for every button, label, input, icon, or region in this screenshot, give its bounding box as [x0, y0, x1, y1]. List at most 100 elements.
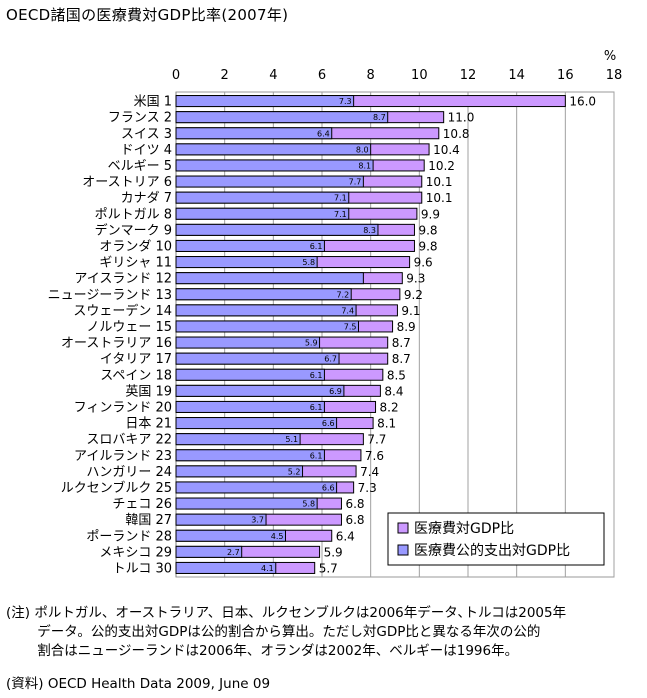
category-label: ドイツ 4: [121, 143, 172, 158]
public-value-label: 5.8: [302, 500, 315, 509]
bar-public: [175, 95, 355, 108]
footnotes: (注) ポルトガル、オーストラリア、日本、ルクセンブルクは2006年データ､トル…: [6, 604, 631, 661]
category-label: アイルランド 23: [74, 449, 172, 464]
category-label: オーストラリア 16: [61, 336, 172, 351]
legend-label: 医療費対GDP比: [414, 520, 514, 537]
category-label: ポーランド 28: [86, 529, 172, 544]
x-tick-label: 12: [460, 68, 477, 83]
public-value-label: 8.3: [363, 226, 376, 235]
bar-chart: 0 2 4 6 8 10 12 14 16 18% 米国 1 7.3 16.0 フランス 2 8.7 11.0…: [48, 49, 623, 578]
total-value-label: 9.2: [404, 288, 423, 302]
total-value-label: 9.3: [406, 272, 425, 286]
bar-public: [175, 400, 325, 413]
total-value-label: 16.0: [569, 95, 596, 109]
public-value-label: 4.5: [271, 532, 284, 541]
bar-public: [175, 159, 374, 172]
category-label: カナダ 7: [121, 191, 172, 206]
bar-public: [175, 207, 350, 220]
x-tick-label: 8: [367, 68, 375, 83]
bar-public: [175, 127, 333, 140]
total-value-label: 7.6: [365, 449, 384, 463]
chart-title: OECD諸国の医療費対GDP比率(2007年): [6, 6, 289, 24]
public-value-label: 7.2: [336, 290, 349, 299]
category-label: 英国 19: [125, 384, 172, 399]
category-label: 米国 1: [134, 95, 172, 110]
footnote-line: (注) ポルトガル、オーストラリア、日本、ルクセンブルクは2006年データ､トル…: [6, 605, 567, 621]
total-value-label: 7.4: [360, 465, 379, 479]
public-value-label: 8.0: [356, 145, 369, 154]
public-value-label: 8.1: [358, 161, 371, 170]
total-value-label: 7.7: [367, 433, 386, 447]
bar-public: [175, 223, 379, 236]
x-tick-label: 6: [318, 68, 326, 83]
total-value-label: 9.8: [418, 223, 437, 237]
bar-public: [175, 384, 345, 397]
public-value-label: 6.1: [310, 371, 323, 380]
total-value-label: 8.1: [377, 417, 396, 431]
category-label: オーストリア 6: [82, 175, 172, 190]
total-value-label: 8.9: [397, 320, 416, 334]
public-value-label: 4.1: [261, 564, 274, 573]
bar-public: [175, 368, 325, 381]
total-value-label: 7.3: [358, 481, 377, 495]
total-value-label: 10.1: [426, 191, 453, 205]
category-label: トルコ 30: [113, 561, 172, 576]
source-note: (資料) OECD Health Data 2009, June 09: [6, 676, 271, 692]
category-label: ポルトガル 8: [95, 207, 172, 222]
total-value-label: 8.4: [384, 384, 403, 398]
public-value-label: 7.3: [339, 97, 352, 106]
public-value-label: 5.9: [305, 339, 318, 348]
category-label: ルクセンブルク 25: [61, 480, 172, 496]
total-value-label: 10.2: [428, 159, 455, 173]
category-label: イタリア 17: [100, 352, 172, 367]
bar-public: [175, 272, 364, 285]
public-value-label: 3.7: [251, 516, 264, 525]
public-value-label: 6.7: [324, 355, 337, 364]
bar-public: [175, 529, 286, 542]
total-value-label: 9.8: [418, 239, 437, 253]
category-label: ギリシャ 11: [99, 256, 172, 271]
public-value-label: 6.1: [310, 403, 323, 412]
public-value-label: 6.6: [322, 483, 335, 492]
category-label: メキシコ 29: [99, 545, 172, 560]
x-tick-label: 0: [172, 68, 180, 83]
x-tick-label: 18: [606, 68, 623, 83]
public-value-label: 6.1: [310, 242, 323, 251]
total-value-label: 8.7: [392, 336, 411, 350]
public-value-label: 6.9: [329, 387, 342, 396]
total-value-label: 5.9: [324, 545, 343, 559]
public-value-label: 5.8: [302, 258, 315, 267]
public-value-label: 2.7: [227, 548, 240, 557]
public-value-label: 8.7: [373, 113, 386, 122]
total-value-label: 8.2: [380, 400, 399, 414]
public-value-label: 7.1: [334, 194, 347, 203]
bar-public: [175, 256, 318, 269]
total-value-label: 10.1: [426, 175, 453, 189]
bar-public: [175, 465, 304, 478]
public-value-label: 6.6: [322, 419, 335, 428]
category-label: フランス 2: [108, 111, 172, 126]
public-value-label: 7.7: [349, 178, 362, 187]
bar-public: [175, 497, 318, 510]
public-value-label: 6.4: [317, 129, 330, 138]
bar-public: [175, 191, 350, 204]
total-value-label: 10.4: [433, 143, 460, 157]
category-label: スイス 3: [121, 127, 172, 142]
legend-label: 医療費公的支出対GDP比: [414, 542, 570, 559]
x-tick-label: 16: [557, 68, 574, 83]
public-value-label: 7.1: [334, 210, 347, 219]
category-label: ベルギー 5: [108, 159, 172, 174]
total-value-label: 6.8: [345, 497, 364, 511]
x-tick-label: 4: [269, 68, 277, 83]
legend-swatch: [397, 544, 409, 556]
bar-public: [175, 481, 338, 494]
total-value-label: 8.5: [387, 368, 406, 382]
bar-public: [175, 545, 243, 558]
total-value-label: 8.7: [392, 352, 411, 366]
total-value-label: 6.8: [345, 513, 364, 527]
total-value-label: 10.8: [443, 127, 470, 141]
category-label: 日本 21: [125, 417, 172, 432]
category-label: デンマーク 9: [95, 222, 172, 238]
legend-swatch: [397, 522, 409, 534]
public-value-label: 7.4: [341, 306, 354, 315]
